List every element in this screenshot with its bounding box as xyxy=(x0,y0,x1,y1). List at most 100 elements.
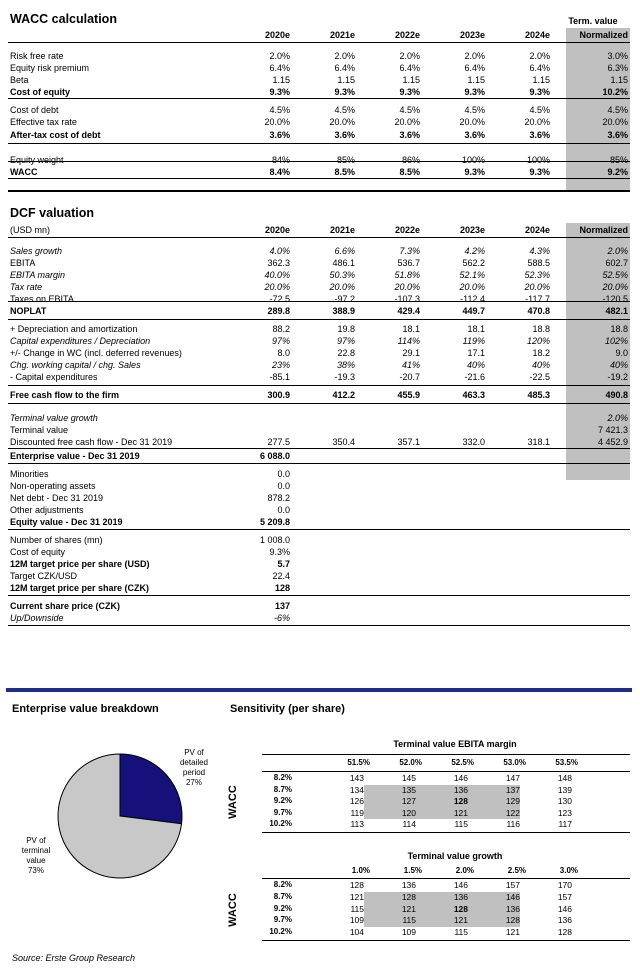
row-label: 12M target price per share (USD) xyxy=(10,559,150,569)
row-label: Beta xyxy=(10,75,29,85)
cell-value: -20.7 xyxy=(399,372,420,382)
cell-value: 51.8% xyxy=(394,270,420,280)
cell-value: 18.8 xyxy=(610,324,628,334)
row-label: After-tax cost of debt xyxy=(10,130,101,140)
cell-value: 85% xyxy=(336,155,355,165)
cell-value: 8.4% xyxy=(269,167,290,177)
cell-value: 4.5% xyxy=(529,105,550,115)
cell-value: 455.9 xyxy=(397,390,420,400)
sens-row-wacc: 8.2% xyxy=(273,773,292,782)
row-label: Discounted free cash flow - Dec 31 2019 xyxy=(10,437,173,447)
ev-pie-chart: PV of detailed period 27% PV of terminal… xyxy=(22,748,208,879)
dcf-row: Free cash flow to the firm 300.9 412.2 455.… xyxy=(8,390,630,401)
sens-cell: 145 xyxy=(401,773,416,783)
row-label: Cost of equity xyxy=(10,547,66,557)
sens-cell: 136 xyxy=(453,784,468,795)
cell-value: 9.3% xyxy=(464,167,485,177)
sens-cell: 157 xyxy=(557,891,572,902)
sens-cell: 128 xyxy=(349,880,364,890)
cell-value: 40% xyxy=(609,360,628,370)
row-label: Capital expenditures / Depreciation xyxy=(10,336,151,346)
bridge-row: Number of shares (mn) 1 008.0 xyxy=(8,535,630,546)
row-label: Terminal value xyxy=(10,425,69,435)
row-label: Number of shares (mn) xyxy=(10,535,103,545)
sens-cell: 136 xyxy=(557,915,572,926)
divider xyxy=(8,143,630,144)
cell-value: 29.1 xyxy=(402,348,420,358)
cell-value: 2.0% xyxy=(529,51,550,61)
cell-value: 429.4 xyxy=(397,306,420,316)
row-label: Non-operating assets xyxy=(10,481,96,491)
cell-value: -107.3 xyxy=(394,294,420,304)
bridge-row: 12M target price per share (CZK) 128 xyxy=(8,583,630,594)
dcf-title: DCF valuation xyxy=(10,206,95,220)
cell-value: 97% xyxy=(271,336,290,346)
row-label: + Depreciation and amortization xyxy=(10,324,138,334)
cell-value: 100% xyxy=(526,155,550,165)
cell-value: -120.5 xyxy=(602,294,628,304)
cell-value: 4.5% xyxy=(607,105,628,115)
row-label: Chg. working capital / chg. Sales xyxy=(10,360,141,370)
cell-value: 318.1 xyxy=(527,437,550,447)
cell-value: 52.1% xyxy=(459,270,485,280)
sens-cell: 109 xyxy=(401,927,416,938)
cell-value: 2.0% xyxy=(334,51,355,61)
pie-label-detailed-1: PV of xyxy=(184,748,204,757)
cell-value: 4.2% xyxy=(464,246,485,256)
cell-value: 357.1 xyxy=(397,437,420,447)
sens-col-header: 2.0% xyxy=(455,866,474,875)
cell-value: 18.1 xyxy=(402,324,420,334)
dcf-row: Terminal value 7 421.3 xyxy=(8,425,630,436)
cell-value: 119% xyxy=(462,336,485,346)
dcf-row: Discounted free cash flow - Dec 31 2019 2… xyxy=(8,437,630,448)
pie-label-terminal-pct: 73% xyxy=(28,866,44,875)
cell-value: 52.5% xyxy=(602,270,628,280)
cell-value: 6.4% xyxy=(334,63,355,73)
bridge-row: Cost of equity 9.3% xyxy=(8,547,630,558)
bridge-row: Net debt - Dec 31 2019 878.2 xyxy=(8,493,630,504)
pie-slice-detailed-period xyxy=(119,753,183,825)
cell-value: 20.0% xyxy=(329,117,355,127)
cell-value: 20.0% xyxy=(264,282,290,292)
cell-value: 4.5% xyxy=(334,105,355,115)
cell-value: 4.5% xyxy=(399,105,420,115)
cell-value: 3.6% xyxy=(269,130,290,140)
sens-cell: 135 xyxy=(401,784,416,795)
cell-value: 6.4% xyxy=(529,63,550,73)
cell-value: 1.15 xyxy=(532,75,550,85)
cell-value: 878.2 xyxy=(267,493,290,503)
divider xyxy=(8,463,630,464)
sens-shade xyxy=(364,891,520,928)
pie-label-detailed-3: period xyxy=(183,768,205,777)
cell-value: 277.5 xyxy=(267,437,290,447)
cell-value: 40% xyxy=(466,360,485,370)
bridge-row: Non-operating assets 0.0 xyxy=(8,481,630,492)
cell-value: 22.8 xyxy=(337,348,355,358)
cell-value: 9.3% xyxy=(529,167,550,177)
year-header: 2022e xyxy=(394,225,420,235)
row-label: Effective tax rate xyxy=(10,117,77,127)
sens-axis-label: WACC xyxy=(227,892,239,927)
cell-value: 97% xyxy=(336,336,355,346)
wacc-row: Risk free rate 2.0% 2.0% 2.0% 2.0% 2.0% 3.0% xyxy=(8,51,630,62)
dcf-row: + Depreciation and amortization 88.2 19.8 1… xyxy=(8,324,630,335)
cell-value: 120% xyxy=(526,336,550,346)
cell-value: 6.4% xyxy=(464,63,485,73)
cell-value: 562.2 xyxy=(462,258,485,268)
row-label: Minorities xyxy=(10,469,49,479)
cell-value: 20.0% xyxy=(329,282,355,292)
cell-value: 300.9 xyxy=(267,390,290,400)
sens-cell: 143 xyxy=(349,773,364,783)
cell-value: 1 008.0 xyxy=(259,535,290,545)
cell-value: 490.8 xyxy=(605,390,628,400)
cell-value: 8.0 xyxy=(277,348,290,358)
sens-row-wacc: 9.7% xyxy=(273,915,292,925)
unit-label: (USD mn) xyxy=(10,225,50,235)
sens-col-header: 52.5% xyxy=(451,758,474,767)
dcf-row: NOPLAT 289.8 388.9 429.4 449.7 470.8 482.1 xyxy=(8,306,630,317)
cell-value: -22.5 xyxy=(529,372,550,382)
normalized-shade-dcf xyxy=(566,223,630,480)
sens-cell: 146 xyxy=(453,773,468,783)
dcf-header: (USD mn) 2020e 2021e 2022e 2023e 2024e N… xyxy=(8,224,630,236)
row-label: NOPLAT xyxy=(10,306,47,316)
